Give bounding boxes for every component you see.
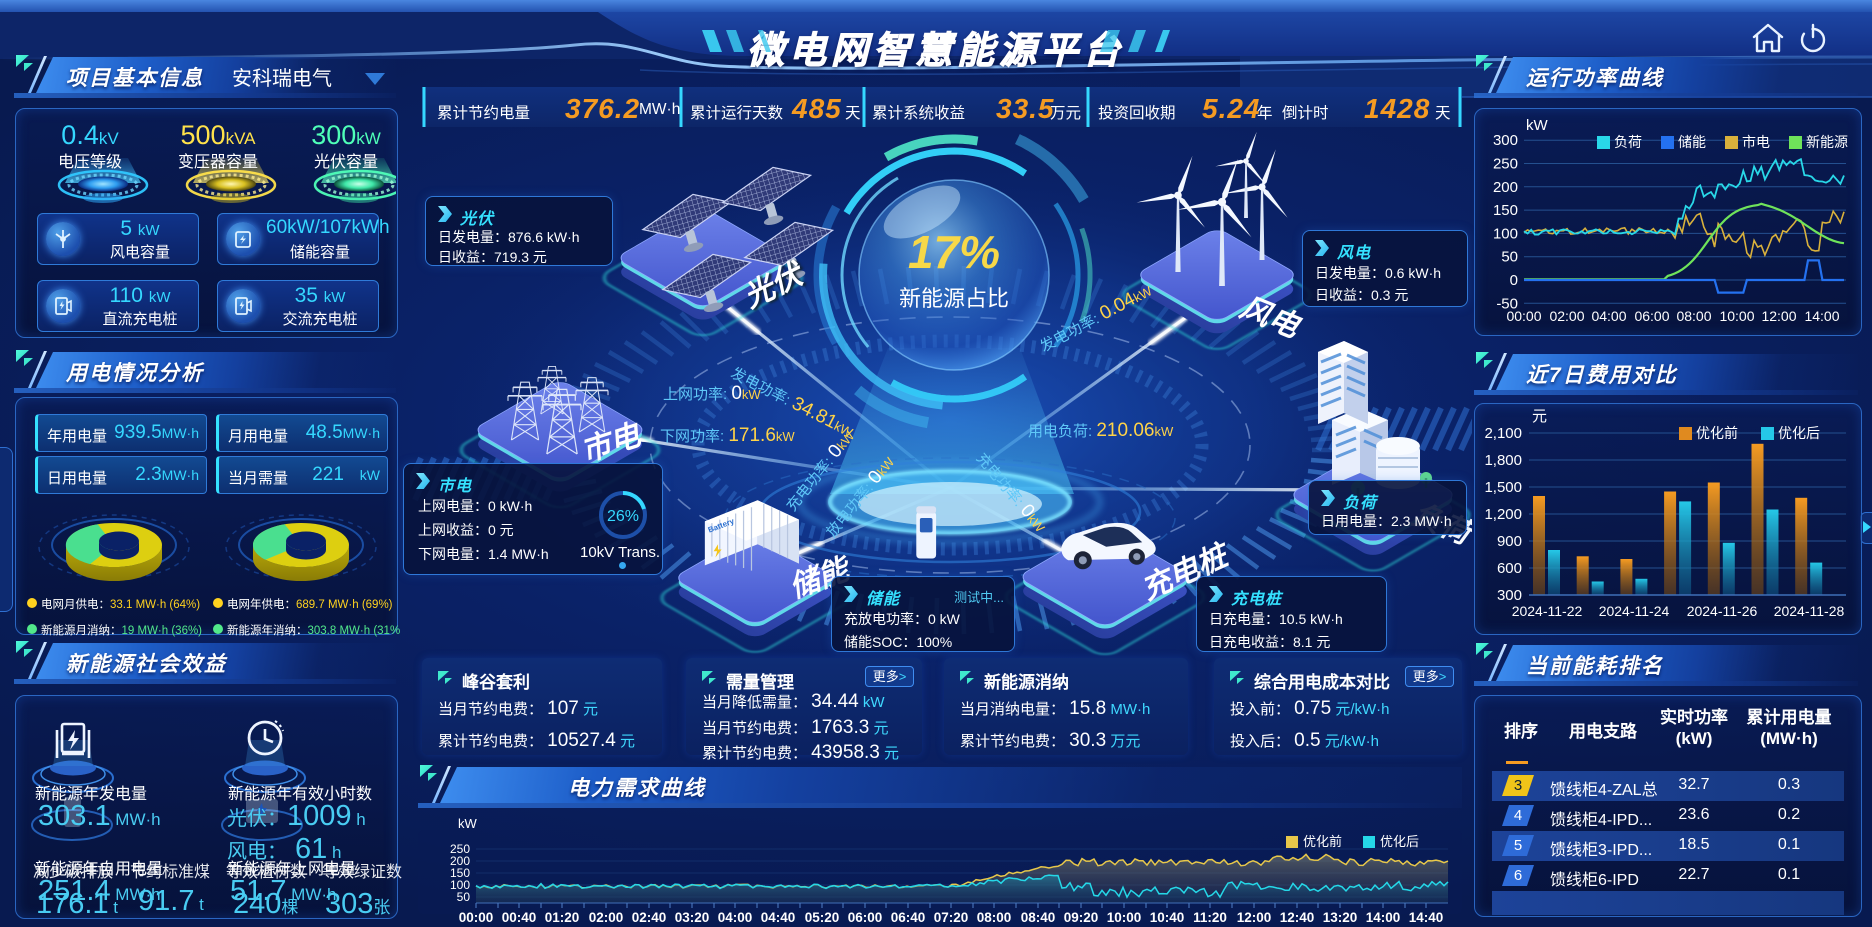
svg-text:1,200: 1,200 bbox=[1484, 506, 1522, 523]
svg-text:1,500: 1,500 bbox=[1484, 479, 1522, 496]
svg-text:新能源占比: 新能源占比 bbox=[899, 286, 1009, 311]
svg-text:kW: kW bbox=[1526, 117, 1549, 134]
svg-text:04:00: 04:00 bbox=[1591, 308, 1626, 324]
svg-text:05:20: 05:20 bbox=[805, 910, 840, 925]
svg-text:02:40: 02:40 bbox=[632, 910, 667, 925]
svg-text:优化后: 优化后 bbox=[1380, 834, 1419, 849]
svg-text:12:00: 12:00 bbox=[1237, 910, 1272, 925]
svg-text:07:20: 07:20 bbox=[934, 910, 969, 925]
svg-text:06:00: 06:00 bbox=[1634, 308, 1669, 324]
svg-text:08:00: 08:00 bbox=[1676, 308, 1711, 324]
svg-text:06:40: 06:40 bbox=[891, 910, 926, 925]
svg-text:2024-11-28: 2024-11-28 bbox=[1774, 603, 1845, 619]
svg-text:优化前: 优化前 bbox=[1696, 425, 1738, 441]
svg-text:00:00: 00:00 bbox=[459, 910, 494, 925]
svg-text:负荷: 负荷 bbox=[1614, 134, 1642, 150]
svg-text:200: 200 bbox=[1493, 179, 1518, 196]
svg-text:00:40: 00:40 bbox=[502, 910, 537, 925]
svg-text:09:20: 09:20 bbox=[1064, 910, 1099, 925]
svg-text:250: 250 bbox=[1493, 156, 1518, 173]
svg-text:250: 250 bbox=[450, 842, 470, 856]
svg-text:11:20: 11:20 bbox=[1193, 910, 1227, 925]
svg-text:300: 300 bbox=[1497, 587, 1522, 604]
svg-text:10:00: 10:00 bbox=[1719, 308, 1754, 324]
svg-text:12:00: 12:00 bbox=[1761, 308, 1796, 324]
svg-text:1,800: 1,800 bbox=[1484, 452, 1522, 469]
svg-text:14:40: 14:40 bbox=[1409, 910, 1444, 925]
svg-text:新能源: 新能源 bbox=[1806, 134, 1848, 150]
svg-text:600: 600 bbox=[1497, 560, 1522, 577]
svg-text:17%: 17% bbox=[908, 226, 1000, 278]
svg-text:01:20: 01:20 bbox=[545, 910, 580, 925]
svg-text:储能: 储能 bbox=[1678, 134, 1706, 150]
svg-text:市电: 市电 bbox=[1742, 134, 1770, 150]
svg-text:02:00: 02:00 bbox=[1549, 308, 1584, 324]
svg-text:100: 100 bbox=[450, 878, 470, 892]
svg-text:26%: 26% bbox=[607, 508, 639, 525]
svg-text:300: 300 bbox=[1493, 132, 1518, 149]
svg-text:50: 50 bbox=[457, 890, 471, 904]
svg-text:00:00: 00:00 bbox=[1506, 308, 1541, 324]
svg-text:2024-11-22: 2024-11-22 bbox=[1512, 603, 1583, 619]
svg-text:100: 100 bbox=[1493, 225, 1518, 242]
svg-text:10:40: 10:40 bbox=[1150, 910, 1185, 925]
svg-text:-50: -50 bbox=[1496, 295, 1518, 312]
svg-text:优化后: 优化后 bbox=[1778, 425, 1820, 441]
svg-text:200: 200 bbox=[450, 854, 470, 868]
svg-text:0: 0 bbox=[1510, 272, 1518, 289]
svg-text:14:00: 14:00 bbox=[1804, 308, 1839, 324]
svg-text:10:00: 10:00 bbox=[1107, 910, 1142, 925]
svg-text:2024-11-24: 2024-11-24 bbox=[1599, 603, 1670, 619]
svg-text:元: 元 bbox=[1532, 408, 1547, 425]
svg-text:02:00: 02:00 bbox=[589, 910, 624, 925]
svg-text:900: 900 bbox=[1497, 533, 1522, 550]
svg-text:13:20: 13:20 bbox=[1323, 910, 1358, 925]
svg-text:50: 50 bbox=[1501, 249, 1518, 266]
svg-text:03:20: 03:20 bbox=[675, 910, 710, 925]
svg-text:12:40: 12:40 bbox=[1280, 910, 1315, 925]
svg-text:150: 150 bbox=[1493, 202, 1518, 219]
svg-text:06:00: 06:00 bbox=[848, 910, 883, 925]
svg-text:150: 150 bbox=[450, 866, 470, 880]
svg-text:08:40: 08:40 bbox=[1021, 910, 1056, 925]
svg-text:2,100: 2,100 bbox=[1484, 425, 1522, 442]
svg-text:2024-11-26: 2024-11-26 bbox=[1687, 603, 1758, 619]
svg-text:04:40: 04:40 bbox=[761, 910, 796, 925]
svg-text:04:00: 04:00 bbox=[718, 910, 753, 925]
svg-text:优化前: 优化前 bbox=[1303, 834, 1342, 849]
svg-text:08:00: 08:00 bbox=[977, 910, 1012, 925]
svg-text:kW: kW bbox=[458, 816, 478, 831]
svg-text:14:00: 14:00 bbox=[1366, 910, 1401, 925]
